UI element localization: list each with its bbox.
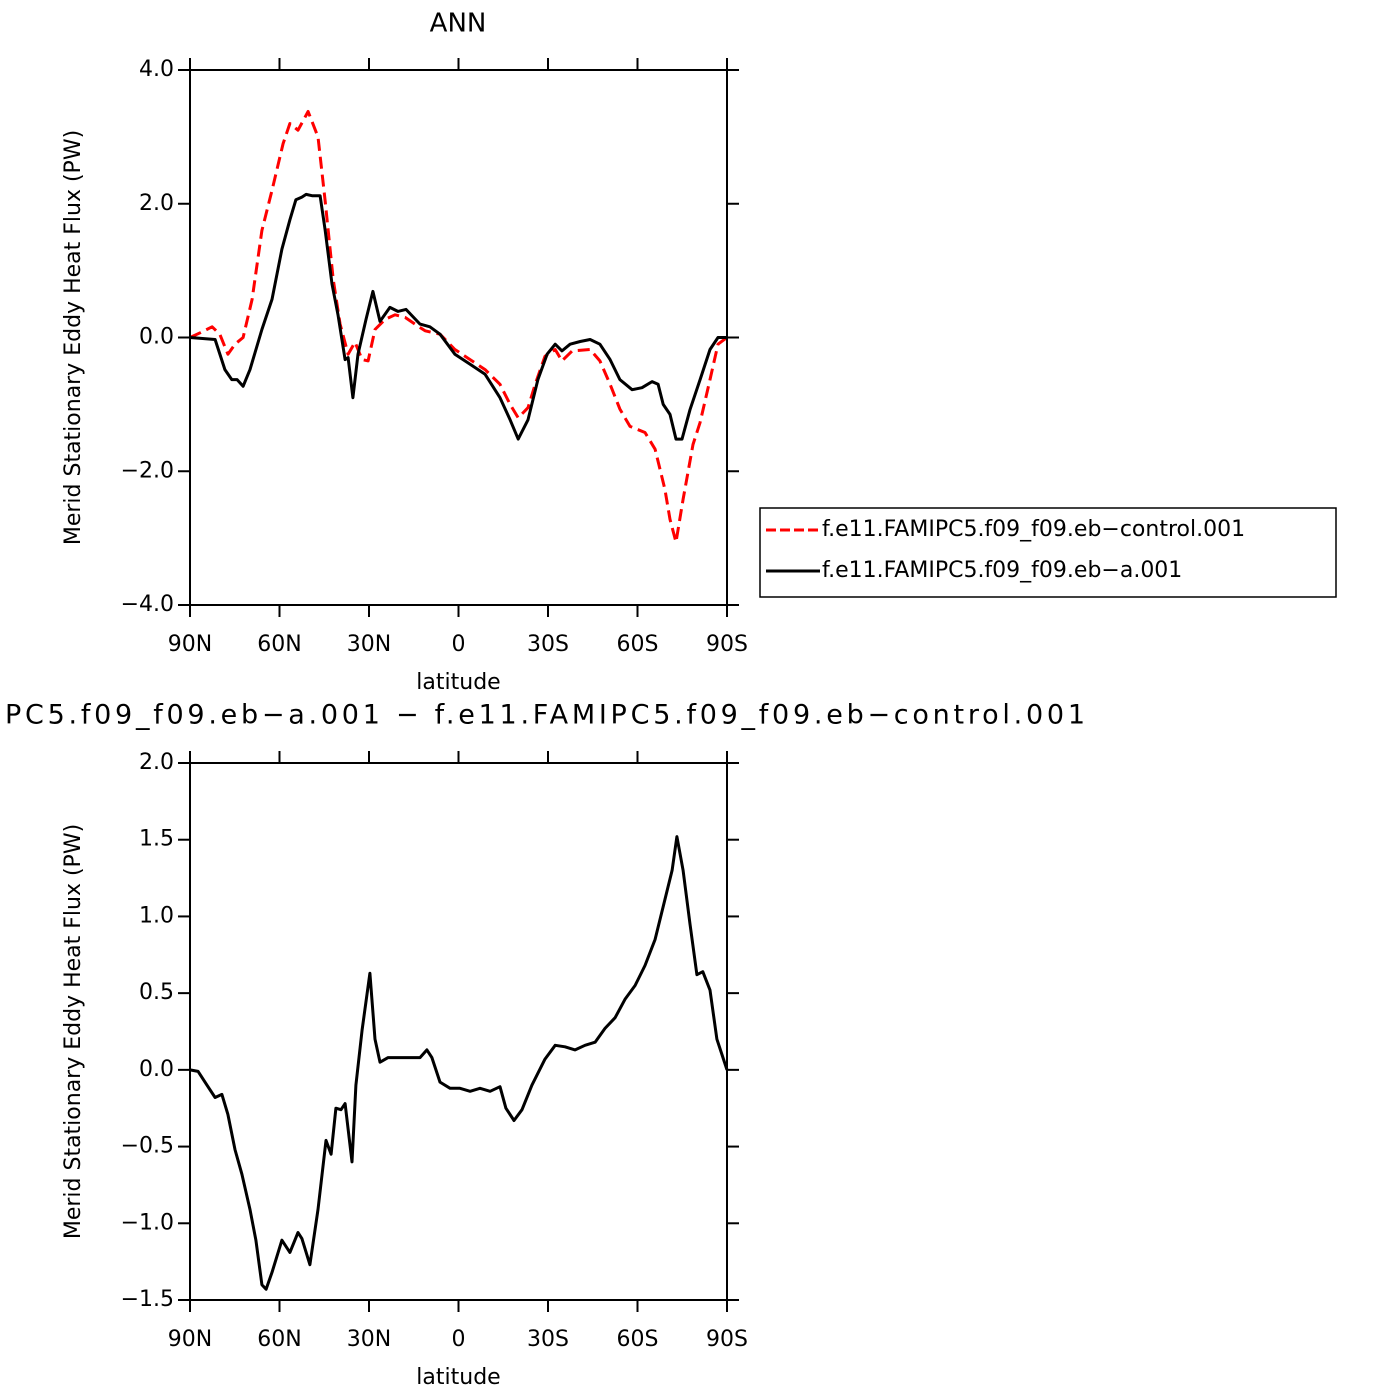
x-tick-label: 90S — [706, 1327, 748, 1352]
x-tick-label: 60S — [617, 632, 659, 657]
y-tick-label: 1.0 — [139, 903, 174, 928]
x-axis-label: latitude — [416, 1365, 500, 1390]
data-line — [189, 835, 729, 1291]
y-tick-label: −1.5 — [121, 1287, 174, 1312]
chart-title: PC5.f09_f09.eb−a.001 − f.e11.FAMIPC5.f09… — [5, 700, 1085, 731]
legend-box — [759, 507, 1337, 598]
x-tick-label: 60S — [617, 1327, 659, 1352]
x-tick-label: 90N — [168, 1327, 212, 1352]
y-tick-label: 2.0 — [139, 191, 174, 216]
x-tick-label: 0 — [452, 1327, 466, 1352]
data-line — [189, 192, 727, 441]
y-tick-label: −4.0 — [121, 592, 174, 617]
y-tick-label: −1.0 — [121, 1210, 174, 1235]
x-tick-label: 30S — [527, 632, 569, 657]
y-axis-label: Merid Stationary Eddy Heat Flux (PW) — [61, 824, 86, 1239]
y-tick-label: 0.0 — [139, 325, 174, 350]
x-tick-label: 30S — [527, 1327, 569, 1352]
x-tick-label: 60N — [257, 632, 301, 657]
plot-frame — [189, 69, 728, 606]
y-tick-label: 2.0 — [139, 750, 174, 775]
x-tick-label: 90N — [168, 632, 212, 657]
y-tick-label: 1.5 — [139, 827, 174, 852]
y-tick-label: −0.5 — [121, 1134, 174, 1159]
x-tick-label: 0 — [452, 632, 466, 657]
x-tick-label: 30N — [347, 1327, 391, 1352]
x-tick-label: 30N — [347, 632, 391, 657]
y-tick-label: −2.0 — [121, 458, 174, 483]
y-tick-label: 4.0 — [139, 57, 174, 82]
chart-title: ANN — [430, 9, 487, 39]
x-tick-label: 90S — [706, 632, 748, 657]
legend: f.e11.FAMIPC5.f09_f09.eb−control.001 f.e1… — [759, 507, 1337, 598]
x-axis-label: latitude — [416, 670, 500, 695]
legend-label: f.e11.FAMIPC5.f09_f09.eb−control.001 — [822, 517, 1245, 542]
y-axis-label: Merid Stationary Eddy Heat Flux (PW) — [61, 130, 86, 545]
legend-label: f.e11.FAMIPC5.f09_f09.eb−a.001 — [822, 558, 1182, 583]
plot-frame — [189, 762, 728, 1301]
y-tick-label: 0.5 — [139, 980, 174, 1005]
y-tick-label: 0.0 — [139, 1057, 174, 1082]
x-tick-label: 60N — [257, 1327, 301, 1352]
